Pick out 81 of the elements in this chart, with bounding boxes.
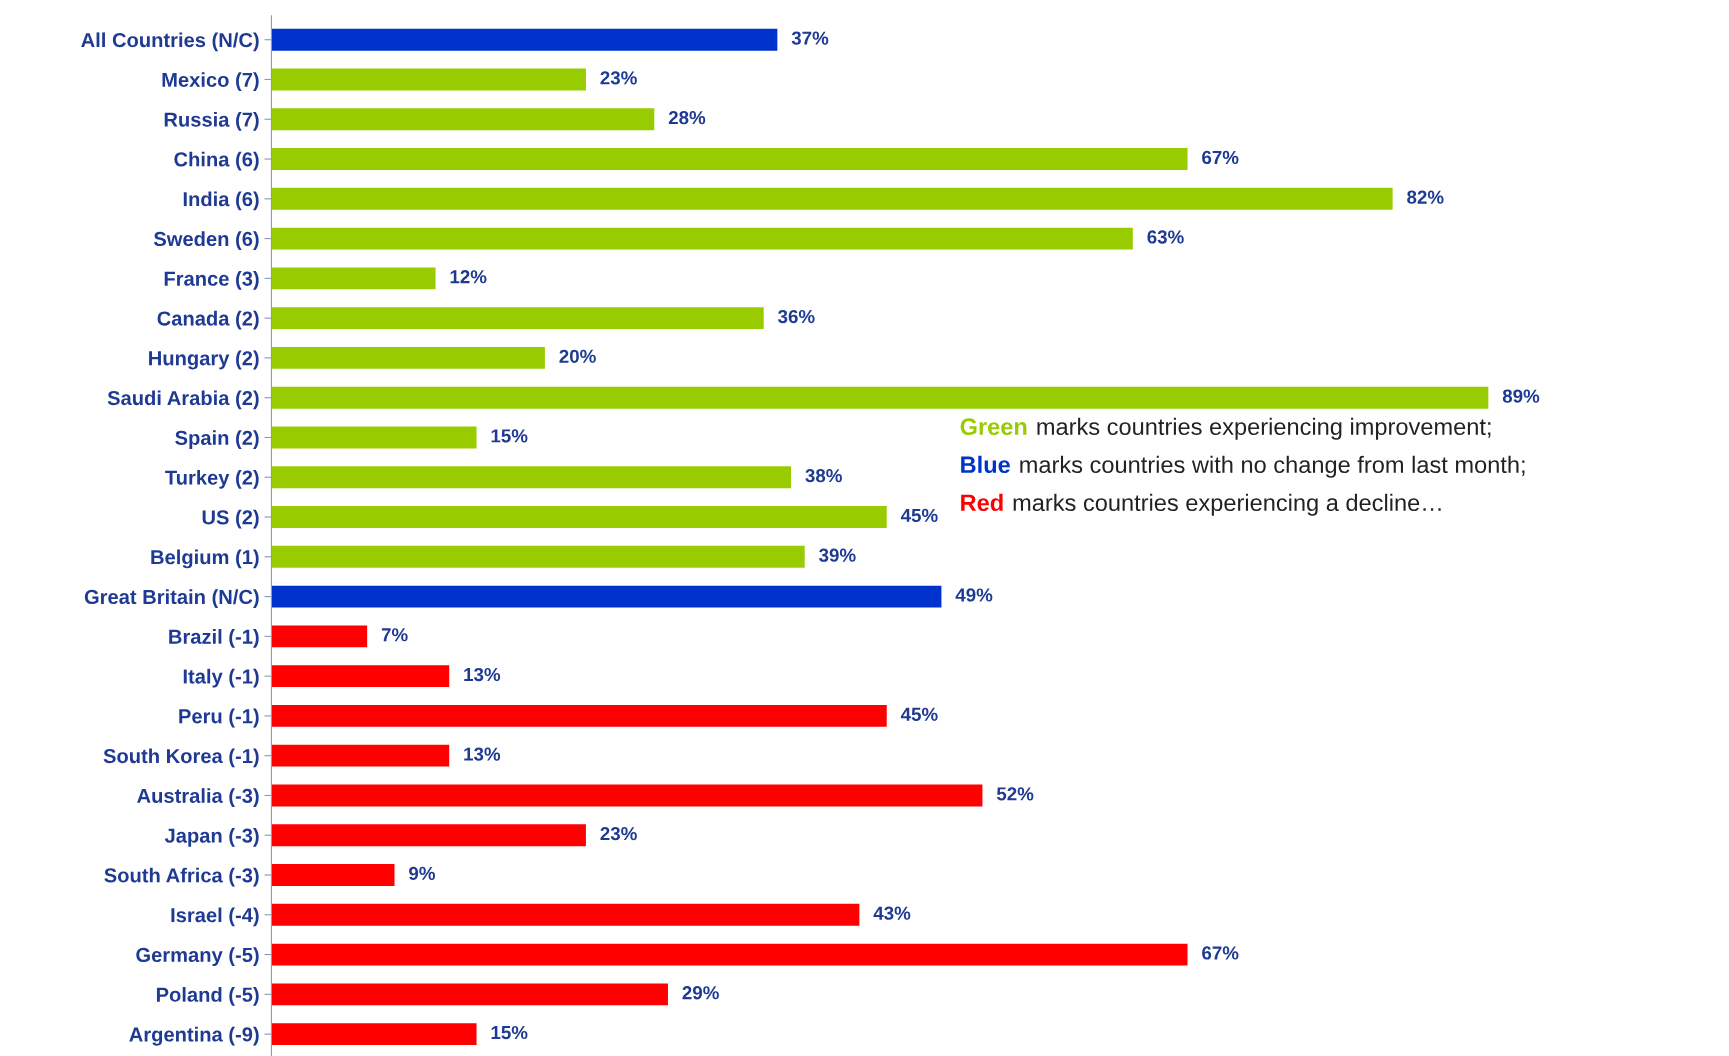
- data-label: 28%: [668, 111, 706, 125]
- y-tick-label: Sweden (6): [153, 231, 259, 251]
- bar: [271, 545, 805, 568]
- y-tick-label: Turkey (2): [165, 469, 259, 489]
- y-tick-label: Great Britain (N/C): [84, 589, 259, 609]
- y-tick-label: Australia (-3): [137, 788, 259, 807]
- y-tick-label: Israel (-4): [171, 907, 259, 927]
- bar: [271, 108, 655, 131]
- data-label: 7%: [381, 628, 408, 642]
- data-label: 13%: [464, 667, 501, 682]
- bar: [271, 466, 792, 489]
- bar: [271, 68, 586, 91]
- bar: [271, 943, 1188, 966]
- bar: [271, 665, 450, 688]
- y-tick-label: Argentina (-9): [129, 1026, 259, 1046]
- bar: [271, 386, 1489, 409]
- bar: [271, 426, 477, 449]
- data-label: 63%: [1147, 230, 1184, 244]
- data-label: 38%: [805, 469, 842, 483]
- annotation: Blue marks countries with no change from last month;: [961, 455, 1525, 478]
- data-label: 23%: [600, 71, 637, 85]
- bar: [271, 148, 1188, 170]
- y-tick-label: Canada (2): [157, 310, 259, 330]
- data-label: 9%: [409, 866, 435, 881]
- y-tick-label: China (6): [174, 151, 259, 171]
- bar: [271, 704, 887, 727]
- annotation: Green marks countries experiencing improvement;: [960, 417, 1491, 440]
- data-label: 20%: [559, 349, 596, 363]
- y-tick-label: Peru (-1): [179, 708, 259, 728]
- data-label: 23%: [600, 827, 637, 841]
- y-tick-label: All Countries (N/C): [81, 32, 259, 52]
- y-tick-label: Brazil (-1): [169, 629, 259, 648]
- bar: [271, 983, 668, 1006]
- bar: [271, 585, 942, 608]
- data-label: 39%: [819, 548, 856, 562]
- y-tick-label: Italy (-1): [183, 668, 259, 688]
- bar: [271, 625, 368, 648]
- data-label: 52%: [996, 787, 1034, 801]
- data-label: 15%: [491, 1025, 528, 1040]
- annotation: Red marks countries experiencing a decline…: [961, 493, 1441, 516]
- bar: [271, 187, 1393, 210]
- y-tick-label: India (6): [183, 191, 259, 211]
- y-tick-label: Germany (-5): [136, 947, 259, 967]
- y-tick-label: Mexico (7): [162, 72, 259, 91]
- bar: [271, 307, 764, 330]
- data-label: 89%: [1502, 389, 1540, 403]
- data-label: 29%: [682, 986, 719, 1000]
- data-label: 13%: [464, 747, 501, 761]
- data-label: 82%: [1407, 190, 1444, 204]
- bar: [271, 28, 778, 51]
- data-label: 37%: [791, 31, 829, 45]
- bar: [271, 267, 436, 290]
- data-label: 49%: [955, 588, 993, 602]
- data-label: 15%: [491, 429, 528, 443]
- y-tick-label: Spain (2): [175, 430, 259, 449]
- bar: [271, 744, 450, 767]
- data-label: 45%: [900, 508, 938, 523]
- data-label: 67%: [1202, 946, 1239, 960]
- y-tick-label: US (2): [202, 509, 259, 529]
- data-label: 43%: [873, 906, 911, 920]
- data-label: 12%: [450, 270, 487, 284]
- data-label: 45%: [900, 707, 938, 721]
- bar: [271, 824, 586, 847]
- y-tick-label: Poland (-5): [156, 987, 259, 1006]
- data-label: 36%: [778, 309, 815, 324]
- y-tick-label: France (3): [164, 271, 259, 290]
- bar: [271, 864, 395, 886]
- y-tick-label: Hungary (2): [149, 350, 259, 370]
- bar: [271, 784, 983, 807]
- data-label: 67%: [1202, 150, 1239, 165]
- bar: [271, 227, 1133, 250]
- y-tick-label: Japan (-3): [164, 827, 259, 847]
- y-tick-label: Russia (7): [164, 111, 259, 131]
- bar: [271, 903, 860, 926]
- y-tick-label: Saudi Arabia (2): [107, 390, 259, 410]
- bar: [271, 506, 887, 528]
- bar: [271, 1023, 477, 1046]
- y-tick-label: South Korea (-1): [103, 748, 259, 768]
- y-tick-label: Belgium (1): [151, 549, 259, 569]
- bar: [271, 346, 545, 369]
- y-tick-label: South Africa (-3): [104, 867, 259, 887]
